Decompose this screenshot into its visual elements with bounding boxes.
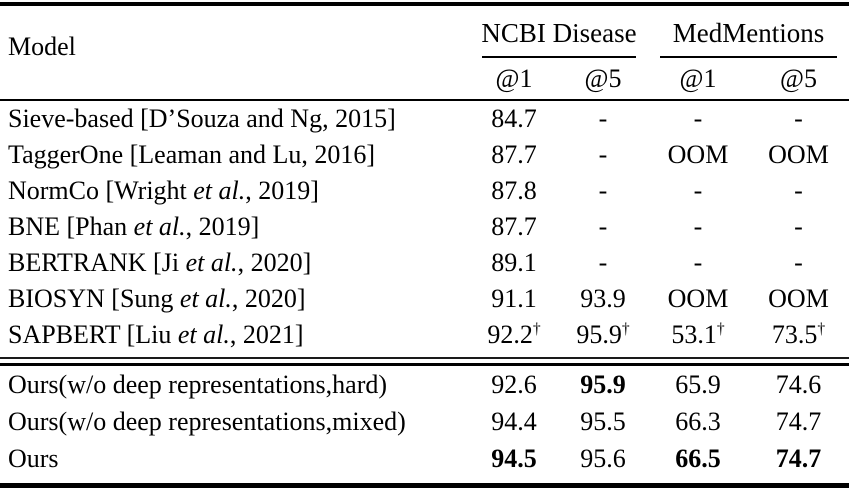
table-row: Sieve-based [D’Souza and Ng, 2015] 84.7 … — [0, 101, 849, 137]
group-label: NCBI Disease — [481, 17, 637, 48]
value-cell: 87.8 — [491, 176, 537, 205]
value-cell: 87.7 — [491, 212, 537, 241]
value-cell: 92.2† — [487, 320, 541, 349]
value-cell: 65.9 — [675, 369, 721, 399]
value-cell: - — [693, 104, 703, 133]
value-cell: OOM — [768, 284, 829, 313]
group-label: MedMentions — [672, 17, 825, 48]
group-header-row: NCBI Disease MedMentions — [470, 6, 849, 58]
value-cell: 74.7 — [775, 443, 822, 473]
value-cell: - — [598, 176, 608, 205]
table-row: Ours(w/o deep representations,hard) 92.6… — [0, 366, 849, 403]
subheader-medmentions-at5: @5 — [780, 63, 817, 93]
subheader-ncbi-at1: @1 — [495, 63, 533, 93]
value-cell: 95.9† — [576, 320, 630, 349]
value-cell: - — [794, 212, 803, 241]
value-cell: 73.5† — [771, 320, 826, 349]
value-cell: OOM — [667, 140, 729, 169]
value-cell: 94.5 — [491, 443, 537, 473]
value-cell: - — [598, 104, 608, 133]
value-cell: 74.6 — [775, 369, 822, 399]
section-divider-rule — [0, 353, 849, 366]
group-header-medmentions: MedMentions — [648, 6, 849, 58]
medmentions-cmidrule — [660, 56, 837, 58]
dagger-superscript: † — [532, 320, 541, 338]
value-cell: 95.9 — [580, 369, 626, 399]
model-name-cell: NormCo [Wright et al., 2019] — [8, 176, 319, 205]
value-cell: - — [598, 248, 608, 277]
value-cell: 92.6 — [491, 369, 537, 399]
subheader-medmentions-at1: @1 — [679, 63, 717, 93]
value-cell: 53.1† — [671, 320, 725, 349]
group-header-ncbi-disease: NCBI Disease — [470, 6, 648, 58]
value-cell: 89.1 — [491, 248, 537, 277]
ncbi-disease-cmidrule — [482, 56, 636, 58]
subheader-row: @1 @5 @1 @5 — [470, 58, 849, 99]
value-cell: - — [794, 248, 803, 277]
value-cell: - — [693, 176, 703, 205]
table-row: Ours 94.5 95.6 66.5 74.7 — [0, 440, 849, 477]
value-cell: OOM — [667, 284, 729, 313]
subheader-ncbi-at5: @5 — [584, 63, 622, 93]
table-row: Ours(w/o deep representations,mixed) 94.… — [0, 403, 849, 440]
model-name-cell: Ours — [8, 443, 59, 473]
value-cell: - — [794, 176, 803, 205]
value-cell: 93.9 — [580, 284, 626, 313]
value-cell: 94.4 — [491, 406, 537, 436]
table-top-rule — [0, 2, 849, 6]
value-cell: OOM — [768, 140, 829, 169]
value-cell: 74.7 — [775, 406, 822, 436]
value-cell: 95.6 — [580, 443, 626, 473]
model-name-cell: BERTRANK [Ji et al., 2020] — [8, 248, 312, 277]
model-name-cell: BIOSYN [Sung et al., 2020] — [8, 284, 306, 313]
table-row: BNE [Phan et al., 2019] 87.7 - - - — [0, 209, 849, 245]
model-name-cell: TaggerOne [Leaman and Lu, 2016] — [8, 140, 376, 169]
value-cell: - — [598, 140, 608, 169]
value-cell: - — [794, 104, 803, 133]
value-cell: 91.1 — [491, 284, 537, 313]
model-name-cell: SAPBERT [Liu et al., 2021] — [8, 320, 304, 349]
ours-rows-section: Ours(w/o deep representations,hard) 92.6… — [0, 366, 849, 477]
column-header-model: Model — [0, 6, 470, 99]
table-bottom-rule — [0, 483, 849, 488]
model-name-cell: BNE [Phan et al., 2019] — [8, 212, 260, 241]
table-row: TaggerOne [Leaman and Lu, 2016] 87.7 - O… — [0, 137, 849, 173]
baseline-rows-section: Sieve-based [D’Souza and Ng, 2015] 84.7 … — [0, 101, 849, 353]
model-name-cell: Ours(w/o deep representations,mixed) — [8, 406, 406, 436]
table-row: BERTRANK [Ji et al., 2020] 89.1 - - - — [0, 245, 849, 281]
model-name-cell: Sieve-based [D’Souza and Ng, 2015] — [8, 104, 396, 133]
metric-header-groups: NCBI Disease MedMentions @1 @5 @1 @5 — [470, 6, 849, 99]
value-cell: 66.3 — [675, 406, 721, 436]
value-cell: 87.7 — [491, 140, 537, 169]
value-cell: 66.5 — [675, 443, 721, 473]
value-cell: - — [693, 212, 703, 241]
value-cell: - — [693, 248, 703, 277]
table-row: NormCo [Wright et al., 2019] 87.8 - - - — [0, 173, 849, 209]
value-cell: - — [598, 212, 608, 241]
model-name-cell: Ours(w/o deep representations,hard) — [8, 369, 388, 399]
header-rule — [0, 99, 849, 101]
table-row: SAPBERT [Liu et al., 2021] 92.2† 95.9† 5… — [0, 317, 849, 353]
dagger-superscript: † — [817, 320, 826, 338]
value-cell: 95.5 — [580, 406, 626, 436]
model-header-label: Model — [8, 31, 76, 61]
dagger-superscript: † — [716, 320, 725, 338]
table-row: BIOSYN [Sung et al., 2020] 91.1 93.9 OOM… — [0, 281, 849, 317]
table-header: Model NCBI Disease MedMentions @1 @5 @1 … — [0, 6, 849, 99]
dagger-superscript: † — [621, 320, 630, 338]
value-cell: 84.7 — [491, 104, 537, 133]
